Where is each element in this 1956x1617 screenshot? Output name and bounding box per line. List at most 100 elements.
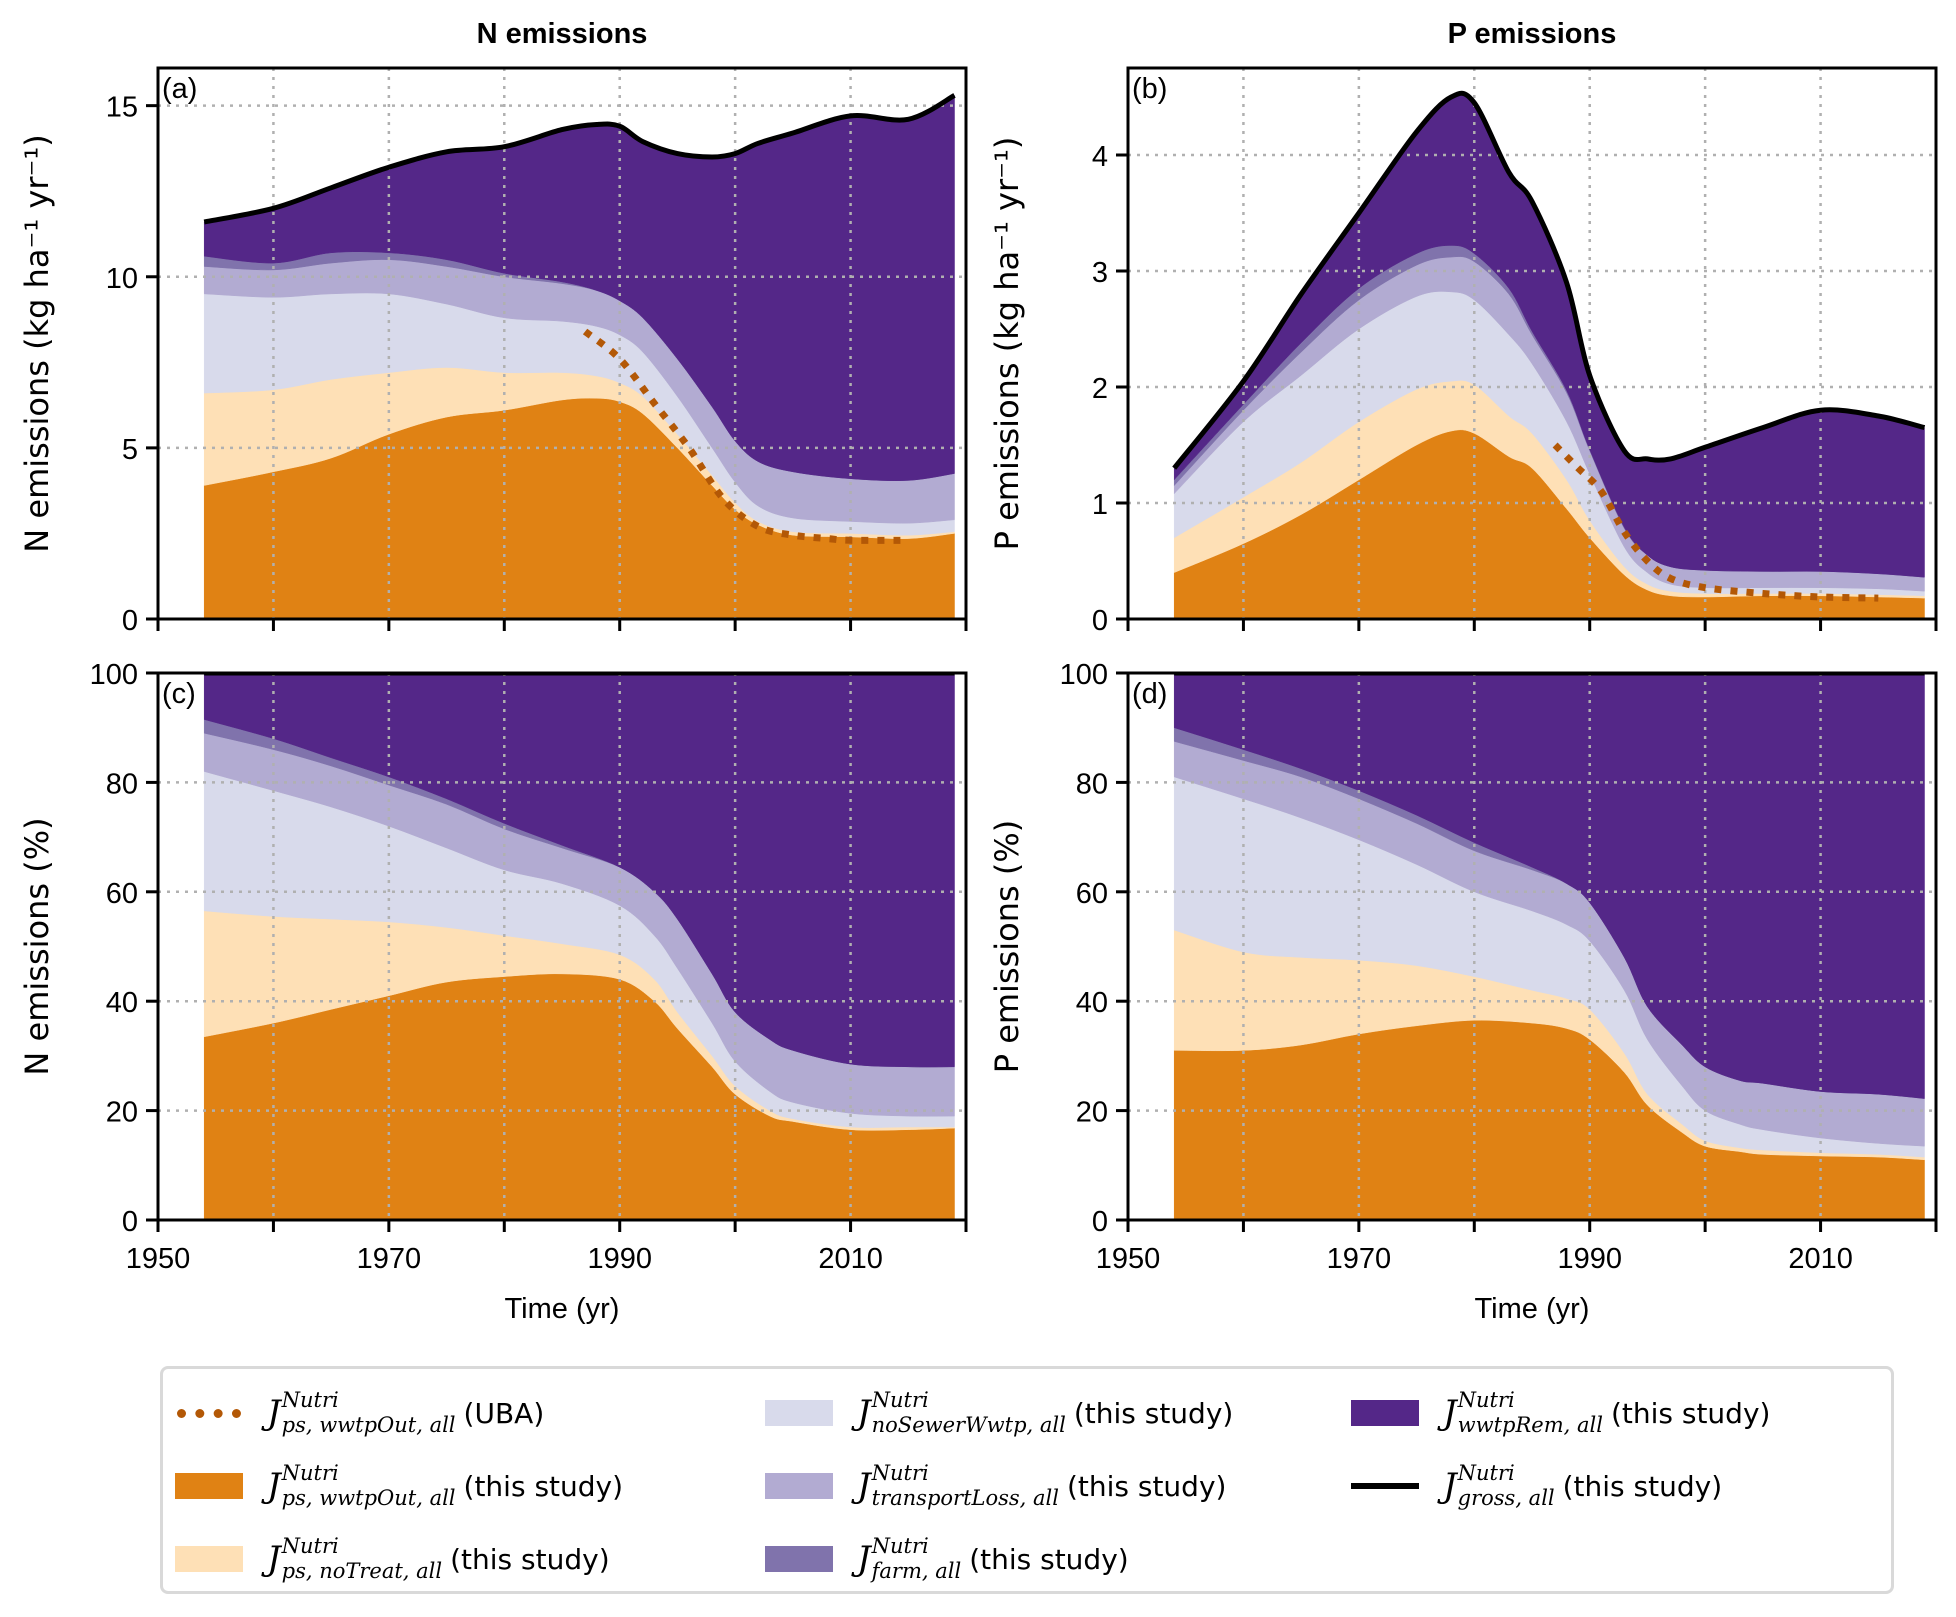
panel-tag: (b)	[1132, 73, 1167, 105]
legend-item-gross: J Nutri gross, all (this study)	[1351, 1456, 1722, 1516]
panel-tag: (c)	[162, 678, 196, 710]
legend-item-uba: J Nutri ps, wwtpOut, all (UBA)	[175, 1383, 544, 1443]
legend-suffix: (this study)	[969, 1542, 1129, 1576]
y-tick-label: 40	[106, 987, 138, 1019]
plot-area	[1128, 68, 1936, 619]
legend-sup: Nutri	[281, 1461, 339, 1485]
legend-suffix: (this study)	[463, 1469, 624, 1503]
legend-suffix: (this study)	[1562, 1469, 1723, 1503]
legend-symbol: J	[267, 1393, 281, 1433]
legend-sup: Nutri	[1457, 1461, 1515, 1485]
x-tick-label: 1970	[1327, 1243, 1392, 1275]
x-tick-label: 1990	[587, 1243, 652, 1275]
legend-sup: Nutri	[871, 1388, 929, 1412]
panel-tag: (a)	[162, 73, 197, 105]
legend-suffix: (this study)	[1610, 1396, 1771, 1430]
legend-sub: ps, wwtpOut, all	[281, 1413, 456, 1437]
legend-swatch-wwtprem	[1351, 1400, 1419, 1426]
legend-swatch-wwtpout	[175, 1473, 243, 1499]
y-tick-label: 20	[1076, 1097, 1108, 1129]
legend-sup: Nutri	[1457, 1388, 1515, 1412]
y-tick-label: 40	[1076, 987, 1108, 1019]
legend-swatch-transportloss	[765, 1473, 833, 1499]
legend-symbol: J	[857, 1539, 871, 1579]
legend-suffix: (this study)	[450, 1542, 610, 1576]
legend-item-notreat: J Nutri ps, noTreat, all (this study)	[175, 1529, 610, 1589]
legend-sup: Nutri	[281, 1388, 339, 1412]
legend-suffix: (UBA)	[463, 1396, 545, 1430]
legend-swatch-notreat	[175, 1546, 243, 1572]
legend: J Nutri ps, wwtpOut, all (UBA) J Nutri ps, w…	[160, 1366, 1894, 1594]
area-wwtpRem	[203, 673, 955, 1068]
legend-sub: farm, all	[871, 1559, 962, 1583]
panel-a-n-absolute: 0 5 10 15 (a) N emissions (kg ha⁻¹ yr⁻¹)	[18, 66, 968, 637]
legend-sub: transportLoss, all	[871, 1486, 1059, 1510]
legend-symbol: J	[267, 1539, 281, 1579]
legend-suffix: (this study)	[1066, 1469, 1227, 1503]
legend-sup: Nutri	[281, 1534, 339, 1558]
y-tick-label: 0	[122, 605, 138, 637]
x-tick-label: 2010	[818, 1243, 883, 1275]
y-tick-label: 0	[1092, 1206, 1108, 1238]
y-tick-label: 80	[1076, 768, 1108, 800]
y-tick-label: 5	[122, 434, 138, 466]
y-axis-label: N emissions (kg ha⁻¹ yr⁻¹)	[18, 134, 56, 552]
y-tick-label: 100	[1060, 659, 1108, 691]
legend-swatch-nosewerwwtp	[765, 1400, 833, 1426]
plot-area	[158, 673, 966, 1220]
plot-area	[158, 68, 966, 619]
legend-suffix: (this study)	[1073, 1396, 1234, 1430]
y-tick-label: 0	[1092, 605, 1108, 637]
legend-symbol: J	[857, 1393, 871, 1433]
y-tick-label: 100	[90, 659, 138, 691]
line-gross	[203, 93, 956, 225]
legend-swatch-gross	[1351, 1483, 1419, 1489]
legend-sub: noSewerWwtp, all	[871, 1413, 1066, 1437]
legend-item-transportloss: J Nutri transportLoss, all (this study)	[765, 1456, 1226, 1516]
legend-sub: ps, noTreat, all	[281, 1559, 443, 1583]
axes-frame	[1126, 66, 1938, 621]
legend-item-wwtprem: J Nutri wwtpRem, all (this study)	[1351, 1383, 1770, 1443]
figure: N emissions P emissions 0 5 10 15 (a) N emiss…	[18, 18, 1938, 1325]
y-tick-label: 60	[1076, 878, 1108, 910]
axes-frame	[1126, 671, 1938, 1222]
line-uba	[1552, 442, 1879, 602]
x-axis-label: Time (yr)	[1475, 1293, 1590, 1325]
x-tick-label: 1970	[357, 1243, 422, 1275]
y-tick-label: 15	[106, 92, 138, 124]
x-tick-label: 1950	[1096, 1243, 1161, 1275]
y-tick-label: 2	[1092, 373, 1108, 405]
column-title-n: N emissions	[477, 18, 648, 50]
y-tick-label: 10	[106, 263, 138, 295]
axes-frame	[156, 671, 968, 1222]
x-tick-label: 1950	[126, 1243, 191, 1275]
legend-sub: gross, all	[1457, 1486, 1555, 1510]
axes-frame	[156, 66, 968, 621]
y-tick-label: 3	[1092, 257, 1108, 289]
y-axis-label: N emissions (%)	[18, 817, 56, 1075]
legend-symbol: J	[267, 1466, 281, 1506]
y-tick-label: 4	[1092, 141, 1108, 173]
legend-sup: Nutri	[871, 1461, 929, 1485]
y-axis-label: P emissions (kg ha⁻¹ yr⁻¹)	[988, 137, 1026, 551]
plot-area	[1128, 673, 1936, 1220]
legend-symbol: J	[1443, 1466, 1457, 1506]
panel-tag: (d)	[1132, 678, 1167, 710]
y-tick-label: 80	[106, 768, 138, 800]
legend-item-nosewerwwtp: J Nutri noSewerWwtp, all (this study)	[765, 1383, 1233, 1443]
y-tick-label: 20	[106, 1097, 138, 1129]
legend-sup: Nutri	[871, 1534, 929, 1558]
legend-sub: wwtpRem, all	[1457, 1413, 1603, 1437]
y-tick-label: 60	[106, 878, 138, 910]
column-title-p: P emissions	[1448, 18, 1617, 50]
legend-item-farm: J Nutri farm, all (this study)	[765, 1529, 1129, 1589]
legend-item-wwtpout: J Nutri ps, wwtpOut, all (this study)	[175, 1456, 623, 1516]
x-tick-label: 1990	[1557, 1243, 1622, 1275]
x-axis-label: Time (yr)	[505, 1293, 620, 1325]
panel-b-p-absolute: 0 1 2 3 4 (b) P emissions (kg ha⁻¹ yr⁻¹)	[988, 66, 1938, 637]
x-tick-label: 2010	[1788, 1243, 1853, 1275]
panel-c-n-percent: 1950 1970 1990 2010 0 20 40 60 80 100 (c) N emissio…	[18, 659, 968, 1325]
line-uba	[582, 328, 909, 544]
panel-d-p-percent: 1950 1970 1990 2010 0 20 40 60 80 100 (d) P emissio…	[988, 659, 1938, 1325]
legend-swatch-farm	[765, 1546, 833, 1572]
